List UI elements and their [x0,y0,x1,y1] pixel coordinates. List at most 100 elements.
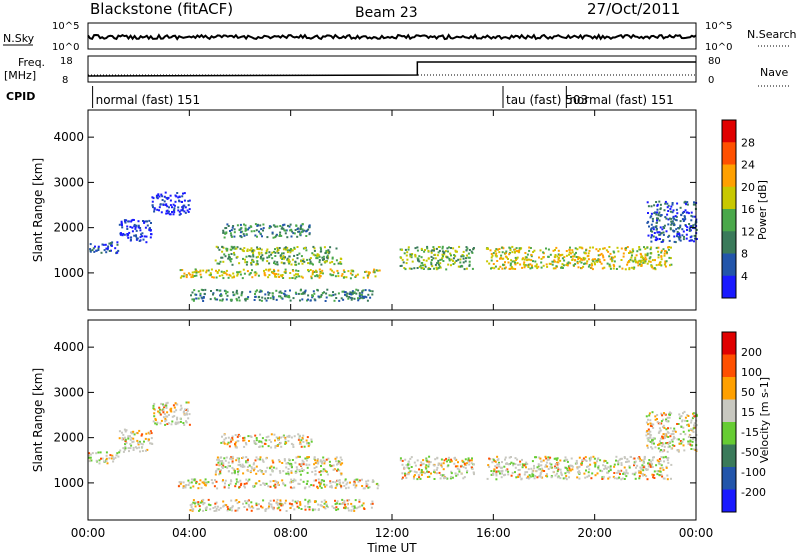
echo-cell [289,272,292,274]
echo-cell [560,266,563,269]
echo-cell [351,290,354,293]
echo-cell [310,277,313,280]
echo-cell [121,437,124,439]
echo-cell [260,299,263,302]
echo-cell [668,256,671,259]
nsky-axis-right-bottom: 10^0 [705,42,732,53]
echo-cell [159,422,162,425]
echo-cell [530,255,533,258]
echo-cell [571,259,574,261]
echo-cell [666,213,669,216]
echo-cell [295,502,298,505]
echo-cell [457,265,460,268]
echo-cell [601,476,604,479]
echo-cell [565,475,568,477]
echo-cell [295,275,298,278]
echo-cell [227,436,230,439]
echo-cell [204,483,207,486]
colorbar-frame [721,331,737,513]
echo-cell [686,226,689,229]
echo-cell [341,273,344,276]
echo-cell [500,466,503,469]
echo-cell [204,478,207,481]
echo-cell [495,252,498,255]
echo-cell [364,289,367,292]
echo-cell [297,433,300,436]
echo-cell [649,440,652,443]
echo-cell [88,456,91,459]
echo-cell [316,485,319,488]
echo-cell [608,255,611,258]
echo-cell [141,446,144,449]
echo-cell [659,459,662,462]
echo-cell [293,486,296,489]
echo-cell [299,501,302,504]
echo-cell [494,465,497,468]
echo-cell [130,238,132,241]
echo-cell [682,438,685,441]
echo-cell [556,457,559,460]
echo-cell [254,290,257,293]
echo-cell [533,464,535,467]
echo-cell [407,246,410,249]
echo-cell [249,290,252,293]
echo-cell [365,296,368,299]
echo-cell [288,260,291,263]
freq-axis-left-bottom: 8 [62,75,68,86]
echo-cell [550,475,553,478]
echo-cell [230,457,233,460]
echo-cell [269,480,272,483]
echo-cell [326,254,329,257]
echo-cell [334,275,337,278]
echo-cell [279,255,282,257]
echo-cell [458,468,461,471]
echo-cell [192,275,195,278]
echo-cell [259,456,262,459]
echo-cell [112,458,115,461]
echo-cell [568,465,571,468]
echo-cell [534,456,536,459]
echo-cell [308,258,311,261]
echo-cell [344,503,346,506]
echo-cell [187,200,190,203]
echo-cell [436,456,439,459]
echo-cell [689,229,692,232]
echo-cell [602,477,605,480]
echo-cell [191,274,194,277]
echo-cell [657,253,660,256]
echo-cell [571,465,574,468]
echo-cell [270,465,273,468]
echo-cell [117,455,120,458]
echo-cell [643,457,646,460]
echo-cell [689,428,692,431]
echo-cell [660,449,662,451]
echo-cell [197,271,200,274]
echo-cell [327,251,330,254]
echo-cell [226,509,229,512]
echo-cell [460,472,463,475]
echo-cell [277,273,280,276]
echo-cell [124,220,126,223]
echo-cell [587,258,590,261]
echo-cell [593,461,596,464]
echo-cell [501,251,504,254]
echo-cell [636,464,639,467]
echo-cell [278,470,281,472]
echo-cell [187,401,190,404]
echo-cell [561,263,564,266]
echo-cell [355,288,358,291]
echo-cell [416,246,419,249]
echo-cell [148,219,151,222]
echo-cell [127,435,130,438]
echo-cell [683,215,686,218]
echo-cell [655,264,658,267]
echo-cell [258,299,261,302]
echo-cell [647,440,650,442]
echo-cell [152,197,155,200]
echo-cell [242,268,245,271]
echo-cell [187,204,190,207]
echo-cell [173,209,176,212]
echo-cell [294,471,297,474]
echo-cell [271,470,274,473]
echo-cell [301,470,304,472]
